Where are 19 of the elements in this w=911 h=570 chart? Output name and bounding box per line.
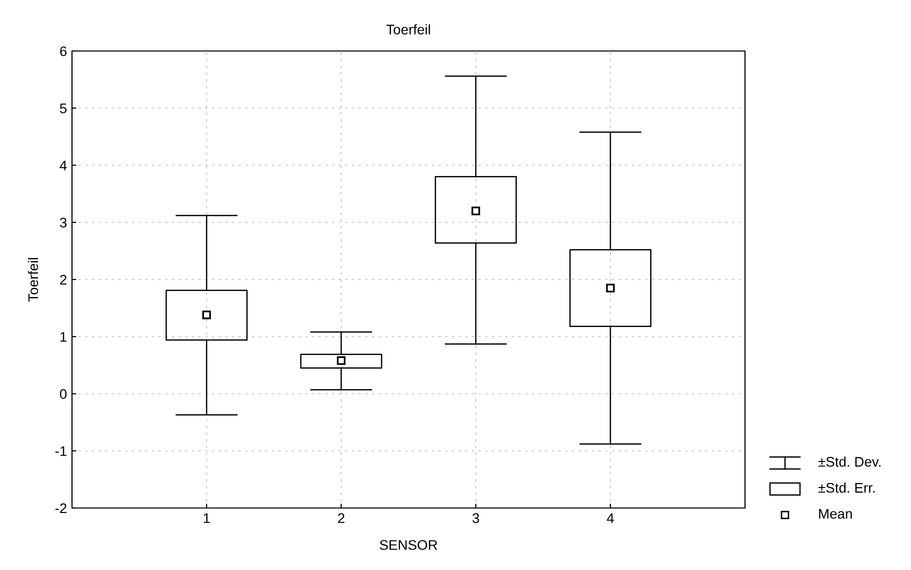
chart-title: Toerfeil (386, 24, 430, 34)
x-tick-label: 3 (472, 513, 480, 524)
x-tick-label: 1 (204, 513, 210, 523)
y-tick-label: 4 (60, 160, 67, 170)
y-tick-label: 1 (60, 332, 66, 342)
y-axis-title: Toerfeil (28, 258, 38, 302)
x-tick-label: 4 (606, 513, 614, 523)
y-tick-label: 3 (60, 218, 67, 228)
x-tick-label: 2 (338, 513, 344, 523)
y-tick-label: 6 (60, 46, 67, 56)
text: ±Std. Err. (818, 482, 875, 493)
y-tick-label: -2 (55, 503, 66, 514)
y-tick-label: -1 (55, 446, 66, 456)
y-tick-label: 0 (60, 389, 67, 399)
y-tick-label: 2 (60, 274, 66, 285)
y-tick-label: 5 (60, 104, 67, 114)
text: Mean (819, 509, 852, 519)
text: ±Std. Dev. (818, 456, 880, 467)
x-axis-title: SENSOR (380, 540, 438, 550)
